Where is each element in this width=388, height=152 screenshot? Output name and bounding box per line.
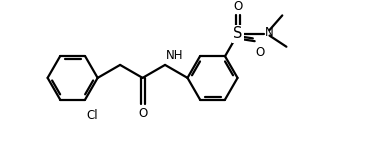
Text: NH: NH (166, 49, 184, 62)
Text: Cl: Cl (86, 109, 98, 122)
Text: O: O (256, 46, 265, 59)
Text: S: S (233, 26, 242, 41)
Text: S: S (233, 26, 242, 41)
Text: O: O (233, 0, 242, 13)
Text: O: O (138, 107, 147, 120)
Text: N: N (265, 26, 274, 39)
